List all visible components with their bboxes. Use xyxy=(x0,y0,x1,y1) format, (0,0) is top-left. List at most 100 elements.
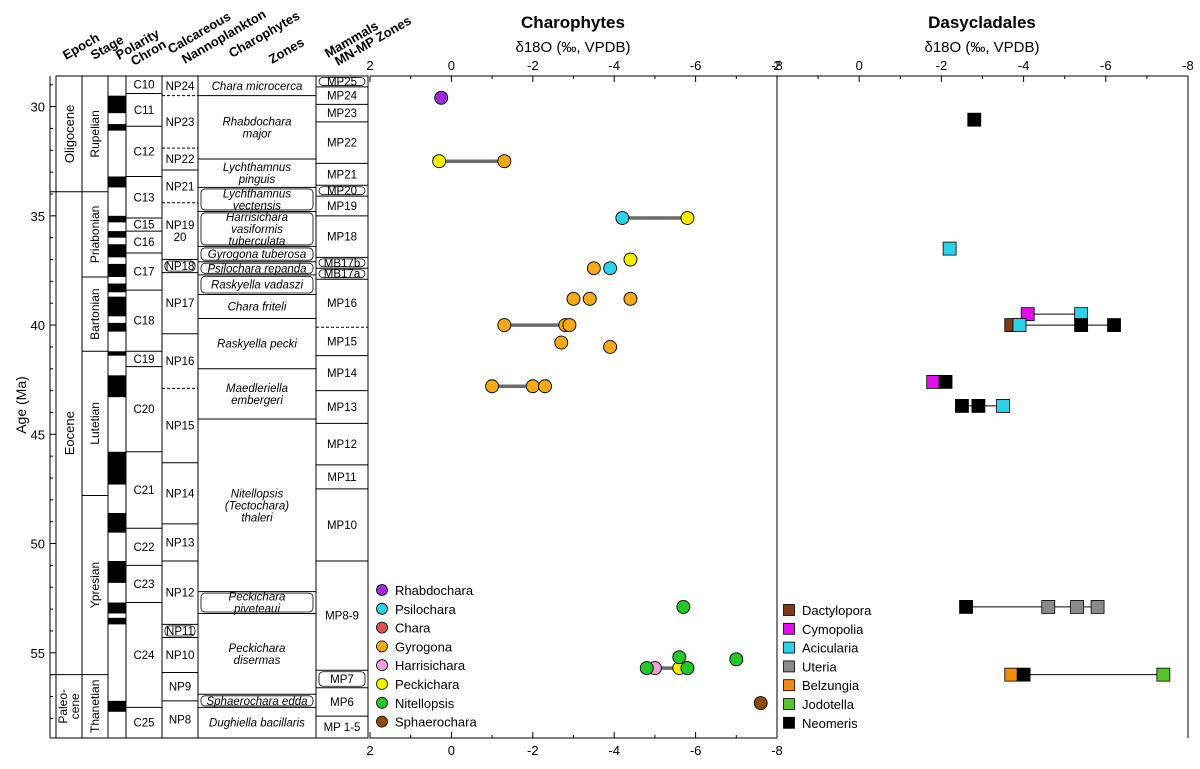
mammal-zone-label: MB17a xyxy=(324,269,361,281)
legend-psilochara-marker xyxy=(376,602,388,615)
charophyte-zone-label: Raskyella pecki xyxy=(217,339,297,351)
gyrogona-point xyxy=(562,318,577,333)
nitellopsis-point xyxy=(639,661,654,676)
charophyte-zone-label: Psilochara repanda xyxy=(207,263,306,275)
legend-chara-marker xyxy=(376,621,388,634)
legend-jodotella-marker xyxy=(783,698,795,710)
charophyte-zone-label: disermas xyxy=(234,655,281,667)
charophyte-zone-label: (Tectochara) xyxy=(225,500,289,512)
peckichara-point xyxy=(623,252,638,267)
column-headers: Epoch Stage Polarity Chron Calcareous Na… xyxy=(60,6,414,68)
dasycladales-title: Dasycladales xyxy=(928,13,1036,32)
nannoplankton-zone-label: NP22 xyxy=(166,154,195,166)
gyrogona-point xyxy=(538,379,552,394)
charophytes-bottom-tick-label: -8 xyxy=(771,743,783,758)
charophyte-zone-label: Lychthamnus xyxy=(223,188,291,200)
polarity-normal-band xyxy=(108,124,126,131)
polarity-normal-band xyxy=(108,617,126,625)
mammal-zone-highlight-box xyxy=(318,671,366,687)
legend-nitellopsis-marker xyxy=(376,696,388,709)
stage-label: Thanetian xyxy=(88,680,102,733)
mammal-zone-label: MP14 xyxy=(327,368,358,380)
legend-dactylopora-marker xyxy=(783,604,795,616)
polarity-normal-band xyxy=(108,231,126,238)
legend-dactylopora-label: Dactylopora xyxy=(802,603,872,618)
nannoplankton-zone-label: NP24 xyxy=(166,81,195,93)
psilochara-point xyxy=(615,211,630,225)
nannoplankton-zone-label: NP14 xyxy=(166,488,195,500)
mammal-zone-label: MP 1-5 xyxy=(324,722,361,734)
charophytes-top-tick-label: 2 xyxy=(366,58,373,73)
age-axis-label: Age (Ma) xyxy=(13,376,29,434)
charophyte-zone-label: Rhabdochara xyxy=(222,116,291,128)
dasycladales-top-tick-label: -4 xyxy=(1018,58,1030,73)
charophyte-zone-highlight-box xyxy=(200,212,314,246)
header-zones: Zones xyxy=(266,34,307,66)
nannoplankton-zone-label: NP19 xyxy=(166,220,195,232)
legend-rhabdochara-marker xyxy=(376,584,388,596)
charophyte-zone-label: embergeri xyxy=(231,395,283,407)
charophyte-zone-label: major xyxy=(243,128,273,140)
legend-neomeris-marker xyxy=(783,716,795,729)
polarity-normal-band xyxy=(108,244,126,258)
mammal-zone-label: MB17b xyxy=(324,258,360,270)
polarity-normal-band xyxy=(108,351,126,356)
charophyte-zone-label: pinguis xyxy=(238,174,276,186)
polarity-normal-band xyxy=(108,512,126,533)
charophyte-zone-highlight-box xyxy=(200,262,314,274)
dasycladales-x-axis-label: δ18O (‰, VPDB) xyxy=(924,39,1039,56)
stratigraphic-columns: Oligocene Eocene Paleo-cene Rupelian Priabon… xyxy=(50,75,369,739)
legend-jodotella-label: Jodotella xyxy=(802,697,855,712)
charophyte-zone-label: Raskyella vadaszi xyxy=(211,280,303,292)
uteria-point xyxy=(1070,600,1084,614)
peckichara-point xyxy=(680,211,695,225)
legend-nitellopsis-label: Nitellopsis xyxy=(395,696,455,711)
nitellopsis-point xyxy=(672,650,687,665)
charophytes-panel: Charophytes δ18O (‰, VPDB) 2 2 0 0 -2 -2 -4 -4 -6 -… xyxy=(366,13,782,758)
mammal-zone-label: MP23 xyxy=(327,108,357,120)
charophyte-zone-label: Sphaerochara edda xyxy=(206,696,307,708)
legend-gyrogona-label: Gyrogona xyxy=(395,639,453,654)
uteria-point xyxy=(1090,600,1105,614)
legend-harrisichara-marker xyxy=(376,659,388,672)
chron-label: C18 xyxy=(133,316,154,328)
gyrogona-point xyxy=(603,339,618,354)
charophyte-zone-label: Harrisichara xyxy=(226,212,288,224)
chron-label: C15 xyxy=(133,220,154,232)
charophyte-zone-highlight-box xyxy=(200,695,314,707)
legend-psilochara-label: Psilochara xyxy=(395,602,456,617)
nannoplankton-zone-label: NP13 xyxy=(166,537,195,549)
polarity-normal-band xyxy=(108,451,126,485)
charophyte-zone-highlight-box xyxy=(200,275,314,294)
mammal-zone-highlight-box xyxy=(318,77,366,86)
legend-gyrogona-marker xyxy=(376,640,388,653)
charophyte-zone-label: tuberculata xyxy=(229,236,286,248)
mammal-zone-label: MP19 xyxy=(327,201,357,213)
epoch-label: Paleo- xyxy=(56,689,70,724)
stage-label: Ypresian xyxy=(88,562,102,608)
legend-belzungia-marker xyxy=(783,679,795,692)
charophyte-zone-label: Peckichara xyxy=(229,592,286,604)
gyrogona-point xyxy=(525,379,540,394)
charophytes-title: Charophytes xyxy=(521,13,625,32)
charophytes-bottom-tick-label: 2 xyxy=(366,743,373,758)
epoch-label: Oligocene xyxy=(62,105,77,164)
chron-label: C11 xyxy=(134,105,154,117)
mammal-zone-highlight-box xyxy=(318,269,366,279)
legend-chara-label: Chara xyxy=(395,621,431,636)
charophytes-top-tick-label: -2 xyxy=(527,58,539,73)
neomeris-point xyxy=(955,399,969,413)
dasycladales-top-tick-label: -6 xyxy=(1100,58,1112,73)
charophytes-bottom-tick-label: 0 xyxy=(448,743,455,758)
nannoplankton-zone-label: NP15 xyxy=(166,421,195,433)
neomeris-point xyxy=(1107,318,1121,332)
nannoplankton-zone-label: NP12 xyxy=(166,588,195,600)
nannoplankton-zone-highlight-box xyxy=(164,260,196,272)
charophytes-bottom-tick-label: -6 xyxy=(690,743,702,758)
charophyte-zone-label: piveteaui xyxy=(233,604,280,616)
chron-label: C22 xyxy=(133,542,154,554)
mammal-zone-label: MP16 xyxy=(327,298,357,310)
legend-acicularia-label: Acicularia xyxy=(802,641,859,656)
polarity-normal-band xyxy=(108,283,126,293)
